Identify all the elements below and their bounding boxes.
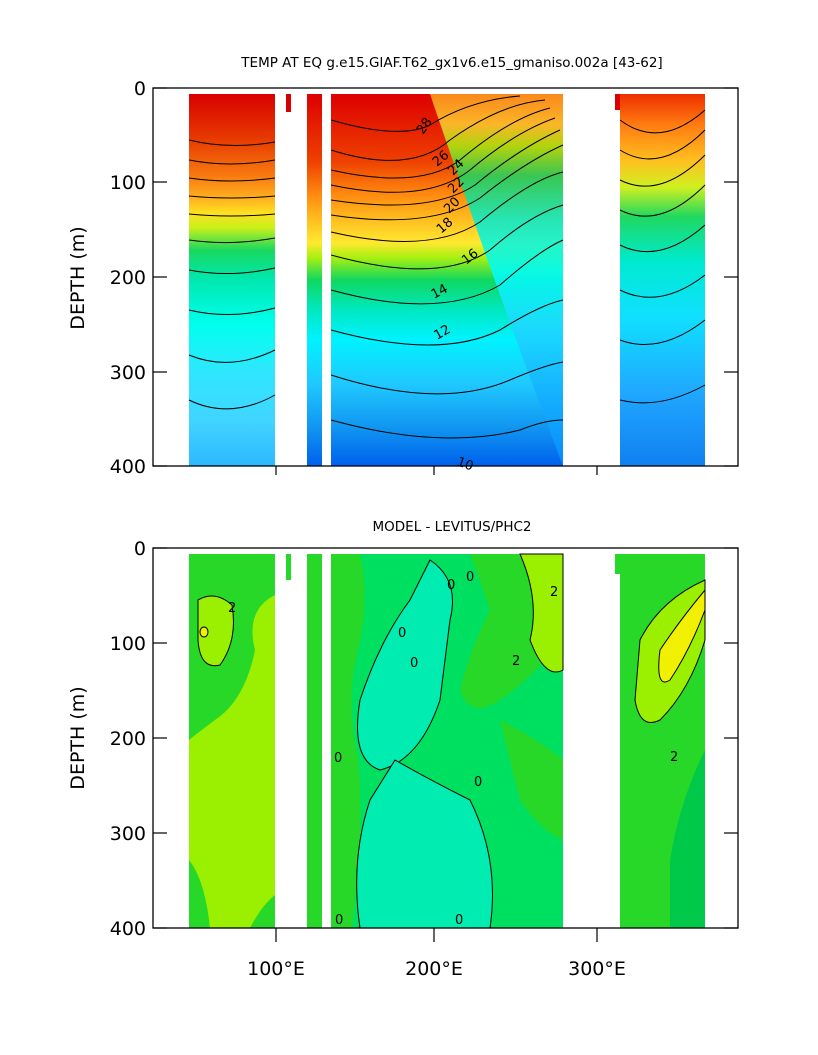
top-y-tick-labels: 0 100 200 300 400 — [110, 78, 146, 478]
contour-label: 12 — [432, 322, 454, 343]
contour-label: 2 — [512, 654, 520, 669]
difference-field — [189, 553, 706, 929]
contour-label: 2 — [228, 601, 236, 616]
temperature-panel: TEMP AT EQ g.e15.GIAF.T62_gx1v6.e15_gman… — [67, 55, 739, 478]
y-tick-label: 0 — [134, 78, 146, 100]
contour-label: 0 — [398, 626, 406, 641]
isotherm-lines — [188, 95, 706, 439]
y-tick-label: 400 — [110, 456, 146, 478]
contour-label: 2 — [670, 750, 678, 765]
bottom-contour-labels: 0 0 2 2 0 2 0 0 0 2 0 0 — [228, 570, 678, 928]
y-tick-label: 200 — [110, 267, 146, 289]
contour-label: 0 — [455, 913, 463, 928]
bottom-y-tick-labels: 0 100 200 300 400 — [110, 538, 146, 940]
contour-label: 0 — [447, 578, 455, 593]
x-tick-label: 100°E — [247, 958, 305, 980]
top-panel-title: TEMP AT EQ g.e15.GIAF.T62_gx1v6.e15_gman… — [240, 55, 662, 71]
contour-label: 0 — [474, 775, 482, 790]
y-tick-label: 0 — [134, 538, 146, 560]
x-tick-labels: 100°E 200°E 300°E — [247, 958, 626, 980]
bottom-panel-title: MODEL - LEVITUS/PHC2 — [373, 519, 532, 535]
top-y-axis-label: DEPTH (m) — [67, 226, 89, 329]
y-tick-label: 400 — [110, 918, 146, 940]
y-tick-label: 200 — [110, 728, 146, 750]
y-tick-label: 300 — [110, 362, 146, 384]
x-tick-label: 200°E — [405, 958, 463, 980]
y-tick-label: 100 — [110, 172, 146, 194]
contour-label: 0 — [334, 751, 342, 766]
y-tick-label: 100 — [110, 633, 146, 655]
x-tick-label: 300°E — [568, 958, 626, 980]
contour-label: 14 — [429, 282, 451, 303]
difference-panel: MODEL - LEVITUS/PHC2 0 0 — [67, 519, 739, 980]
bottom-frame — [152, 547, 739, 942]
contour-label: 0 — [466, 570, 474, 585]
contour-label: 0 — [410, 656, 418, 671]
contour-label: 10 — [455, 455, 476, 475]
contour-label: 2 — [550, 585, 558, 600]
contour-label: 0 — [335, 913, 343, 928]
bottom-y-axis-label: DEPTH (m) — [67, 686, 89, 789]
temperature-field — [189, 94, 705, 466]
y-tick-label: 300 — [110, 823, 146, 845]
top-frame — [152, 87, 739, 475]
